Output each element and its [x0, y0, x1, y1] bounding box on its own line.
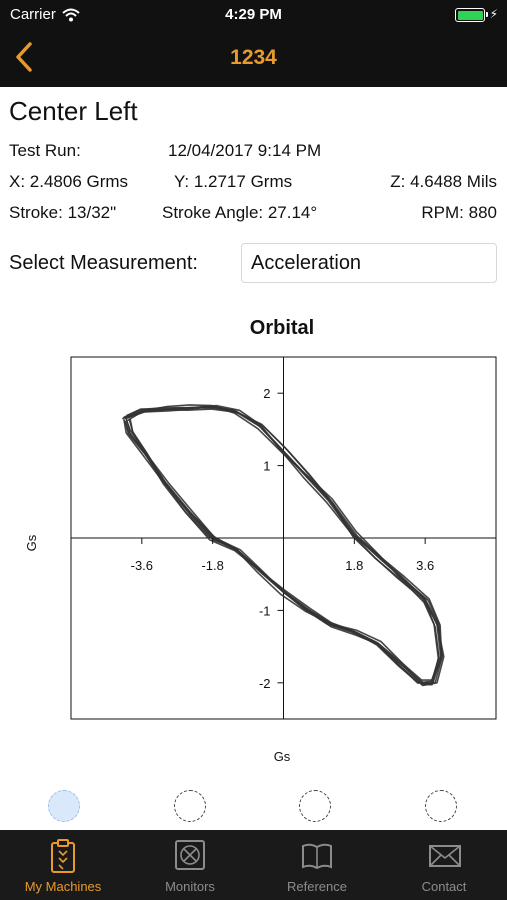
measurement-select[interactable]: Acceleration	[241, 243, 497, 283]
z-mils: Z: 4.6488 Mils	[390, 172, 497, 191]
y-tick-label: -1	[259, 603, 271, 618]
orbit-trace	[122, 404, 443, 685]
page-dot[interactable]	[174, 790, 206, 822]
x-axis-label: Gs	[274, 749, 291, 764]
chevron-left-icon	[16, 42, 32, 72]
rpm-value: RPM: 880	[421, 203, 497, 222]
carrier-label: Carrier	[10, 6, 56, 23]
x-grms: X: 2.4806 Grms	[9, 172, 129, 191]
measurement-label: Select Measurement:	[9, 252, 198, 274]
back-button[interactable]	[10, 40, 40, 74]
status-bar: Carrier 4:29 PM ⚡	[0, 0, 507, 30]
wifi-icon	[62, 8, 80, 21]
page-dot[interactable]	[425, 790, 457, 822]
tab-monitors[interactable]: Monitors	[127, 830, 253, 900]
orbit-trace	[123, 406, 445, 685]
machine-name: Center Left	[9, 96, 138, 126]
orbital-chart: Orbital -3.6 -1.8 1.8 3.6 2 1 -1 -2 Gs Gs	[24, 317, 497, 764]
nav-title: 1234	[230, 46, 277, 69]
monitor-sensor-icon	[175, 840, 205, 870]
tab-label: My Machines	[24, 879, 102, 894]
orbit-trace	[123, 405, 440, 686]
page-dot[interactable]	[48, 790, 80, 822]
envelope-icon	[429, 845, 461, 867]
tab-contact[interactable]: Contact	[381, 830, 507, 900]
tab-bar: My Machines Monitors Reference Contact	[0, 830, 507, 900]
y-grms: Y: 1.2717 Grms	[174, 172, 293, 191]
x-tick-label: 1.8	[345, 558, 363, 573]
tab-reference[interactable]: Reference	[254, 830, 380, 900]
clipboard-icon	[51, 839, 75, 873]
y-tick-label: -2	[259, 676, 271, 691]
tab-label: Reference	[287, 879, 347, 894]
tab-label: Monitors	[165, 879, 215, 894]
y-tick-label: 1	[263, 459, 270, 474]
chart-title: Orbital	[250, 317, 314, 339]
battery-icon	[455, 8, 488, 22]
status-left: Carrier	[10, 6, 80, 23]
test-run-value: 12/04/2017 9:14 PM	[168, 141, 322, 160]
tab-my-machines[interactable]: My Machines	[0, 830, 126, 900]
x-tick-label: -1.8	[201, 558, 223, 573]
stroke-angle-value: Stroke Angle: 27.14°	[162, 203, 318, 222]
y-axis-label: Gs	[24, 534, 39, 551]
test-run-label: Test Run:	[9, 141, 81, 160]
page-dot[interactable]	[299, 790, 331, 822]
charging-bolt-icon: ⚡	[489, 7, 498, 21]
status-time: 4:29 PM	[225, 6, 282, 23]
book-icon	[302, 843, 332, 870]
x-tick-label: -3.6	[131, 558, 153, 573]
y-tick-label: 2	[263, 386, 270, 401]
navigation-bar: 1234	[0, 30, 507, 87]
tab-label: Contact	[421, 879, 467, 894]
x-tick-label: 3.6	[416, 558, 434, 573]
stroke-value: Stroke: 13/32"	[9, 203, 117, 222]
orbit-trace	[124, 404, 440, 681]
